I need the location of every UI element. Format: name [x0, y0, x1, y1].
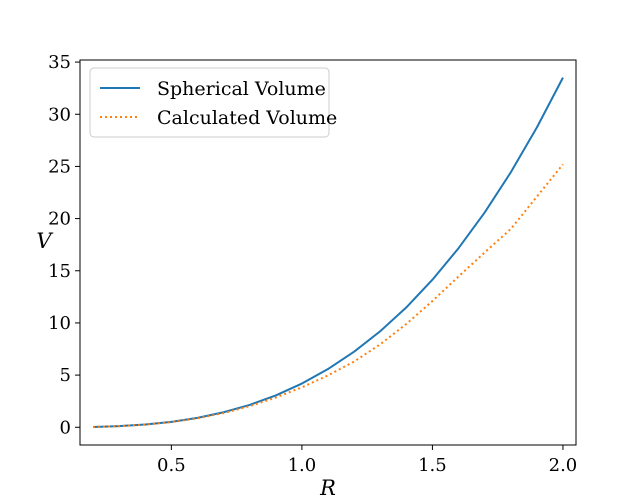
- series-line-spherical-volume: [93, 77, 564, 428]
- x-tick-label: 2.0: [549, 455, 578, 476]
- x-tick-label: 1.0: [288, 455, 317, 476]
- legend: Spherical Volume Calculated Volume: [89, 67, 337, 138]
- y-tick-label: 5: [60, 365, 71, 386]
- y-tick-label: 10: [48, 313, 71, 334]
- y-tick-label: 0: [60, 417, 71, 438]
- y-tick-label: 30: [48, 104, 71, 125]
- y-tick-label: 20: [48, 209, 71, 230]
- y-tick-label: 15: [48, 261, 71, 282]
- plot-frame: [79, 59, 577, 446]
- x-tick-label: 1.5: [418, 455, 447, 476]
- y-tick-label: 25: [48, 156, 71, 177]
- series-layer: [93, 77, 564, 428]
- x-tick-label: 0.5: [157, 455, 186, 476]
- legend-box: [89, 67, 330, 138]
- y-tick-label: 35: [48, 52, 71, 73]
- legend-label-calculated-volume: Calculated Volume: [157, 107, 337, 129]
- y-axis-label: V: [36, 229, 53, 253]
- legend-label-spherical-volume: Spherical Volume: [157, 78, 326, 100]
- x-axis-label: R: [319, 476, 336, 500]
- y-axis-ticks: 0 5 10 15 20 25 30 35: [48, 52, 80, 438]
- x-axis-ticks: 0.5 1.0 1.5 2.0: [157, 445, 577, 476]
